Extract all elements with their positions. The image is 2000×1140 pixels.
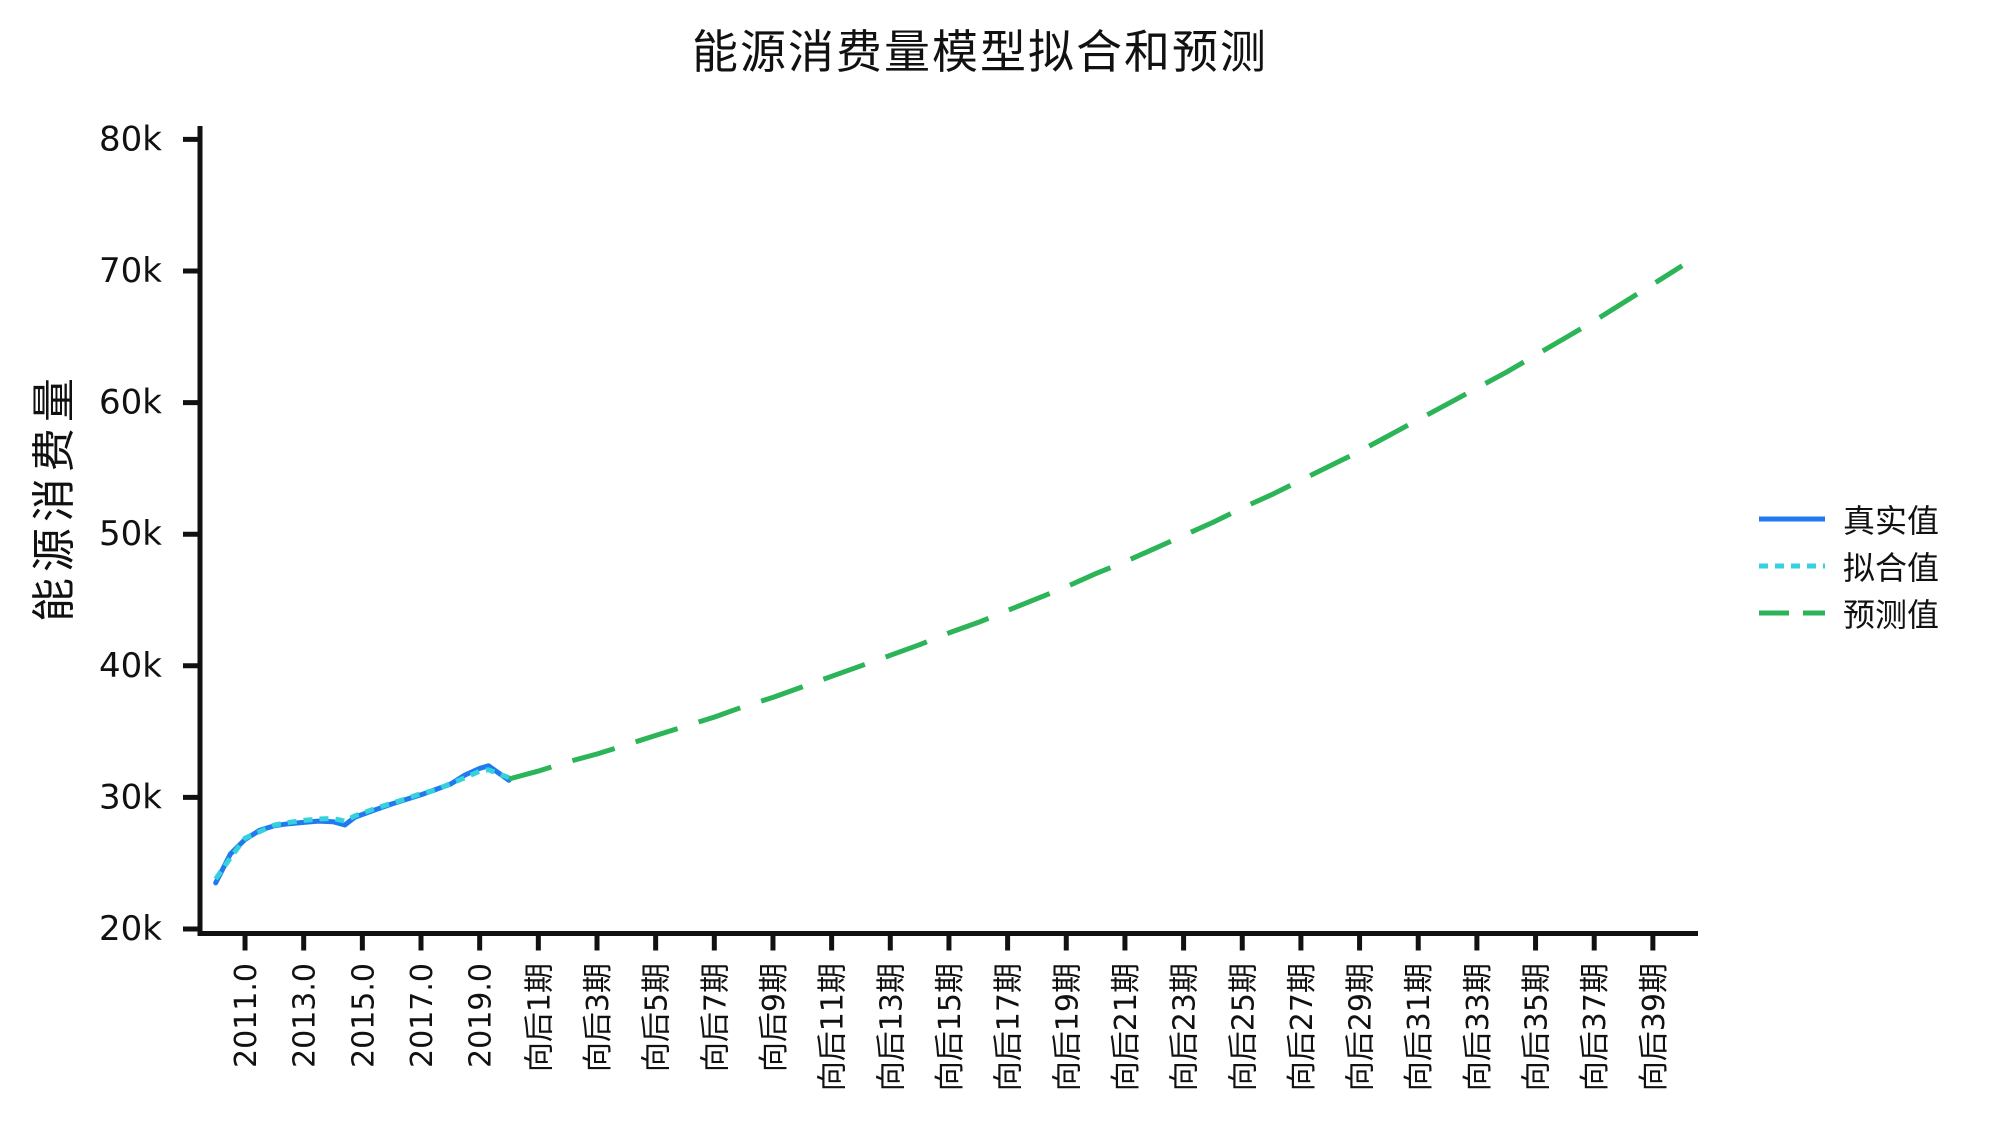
legend-label-forecast: 预测值: [1843, 596, 1940, 634]
x-tick-label: 向后15期: [933, 963, 968, 1091]
y-tick-label: 60k: [99, 383, 162, 423]
x-tick-label: 向后27期: [1285, 963, 1320, 1091]
x-tick-label: 向后37期: [1578, 963, 1613, 1091]
legend-line-fitted-icon: [1759, 563, 1825, 569]
x-tick-label: 向后39期: [1637, 963, 1672, 1091]
x-tick-label: 向后29期: [1344, 963, 1379, 1091]
x-tick-label: 向后13期: [874, 963, 909, 1091]
x-tick-label: 向后3期: [581, 963, 616, 1072]
x-tick-label: 向后33期: [1461, 963, 1496, 1091]
series-line-actual: [213, 763, 512, 886]
x-tick-label: 向后7期: [698, 963, 733, 1072]
x-tick-label: 向后23期: [1168, 963, 1203, 1091]
series-line-forecast: [508, 263, 1684, 782]
x-tick-label: 向后17期: [992, 963, 1027, 1091]
x-tick-label: 向后19期: [1050, 963, 1085, 1091]
x-tick-label: 向后11期: [816, 963, 851, 1091]
x-tick-label: 2011.0: [229, 963, 264, 1068]
x-tick-label: 向后31期: [1402, 963, 1437, 1091]
legend-label-actual: 真实值: [1843, 502, 1940, 540]
legend-label-fitted: 拟合值: [1843, 549, 1940, 587]
series-line-fitted: [213, 767, 510, 881]
y-tick-label: 40k: [99, 646, 162, 686]
x-tick-label: 向后21期: [1109, 963, 1144, 1091]
chart-title: 能源消费量模型拟合和预测: [692, 25, 1268, 79]
x-tick-label: 向后1期: [522, 963, 557, 1072]
x-tick-label: 向后25期: [1226, 963, 1261, 1091]
legend-item-forecast: 预测值: [1757, 594, 1939, 634]
x-tick-label: 2019.0: [464, 963, 499, 1068]
legend-line-forecast-icon: [1759, 610, 1825, 616]
y-tick-label: 20k: [99, 909, 162, 949]
x-tick-label: 向后5期: [640, 963, 675, 1072]
legend-line-actual-icon: [1759, 516, 1825, 522]
x-tick-label: 向后9期: [757, 963, 792, 1072]
legend: 真实值 拟合值 预测值: [1757, 500, 1939, 634]
legend-item-fitted: 拟合值: [1757, 547, 1939, 587]
y-tick-label: 70k: [99, 251, 162, 291]
x-tick-label: 2013.0: [288, 963, 323, 1068]
x-tick-label: 2017.0: [405, 963, 440, 1068]
y-tick-label: 30k: [99, 777, 162, 817]
x-tick-label: 2015.0: [346, 963, 381, 1068]
y-tick-label: 80k: [99, 119, 162, 159]
x-tick-label: 向后35期: [1520, 963, 1555, 1091]
legend-item-actual: 真实值: [1757, 500, 1939, 540]
y-tick-label: 50k: [99, 514, 162, 554]
